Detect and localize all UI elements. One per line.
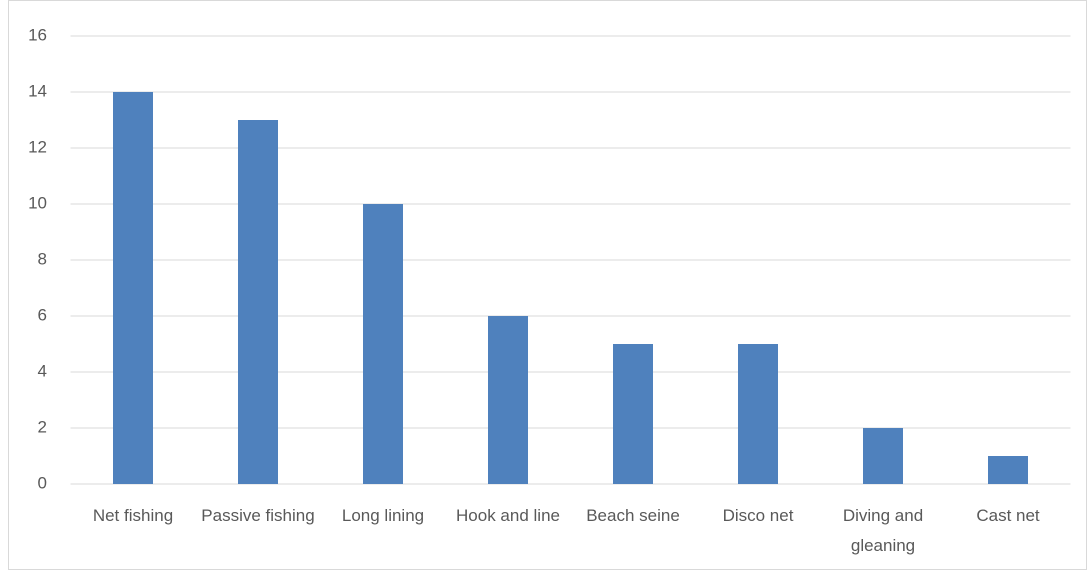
bar	[113, 92, 153, 484]
y-tick-label: 0	[38, 473, 47, 492]
y-tick-label: 4	[38, 361, 47, 380]
y-tick-label: 10	[28, 193, 47, 212]
y-tick-label: 2	[38, 417, 47, 436]
x-tick-label: Diving and gleaning	[842, 506, 924, 555]
bar	[613, 344, 653, 484]
y-tick-label: 16	[28, 25, 47, 44]
x-tick-label: Long lining	[341, 506, 425, 525]
x-tick-label: Passive fishing	[201, 506, 315, 525]
x-tick-label: Disco net	[722, 506, 794, 525]
bar	[863, 428, 903, 484]
bar	[238, 120, 278, 484]
y-tick-label: 6	[38, 305, 47, 324]
bar	[488, 316, 528, 484]
bar	[738, 344, 778, 484]
x-tick-label: Beach seine	[586, 506, 680, 525]
chart-frame	[8, 0, 1087, 570]
bar	[363, 204, 403, 484]
y-tick-label: 14	[28, 81, 47, 100]
y-tick-label: 12	[28, 137, 47, 156]
x-tick-label: Hook and line	[456, 506, 560, 525]
bar	[988, 456, 1028, 484]
y-tick-label: 8	[38, 249, 47, 268]
x-tick-label: Net fishing	[92, 506, 174, 525]
x-tick-label: Cast net	[976, 506, 1040, 525]
